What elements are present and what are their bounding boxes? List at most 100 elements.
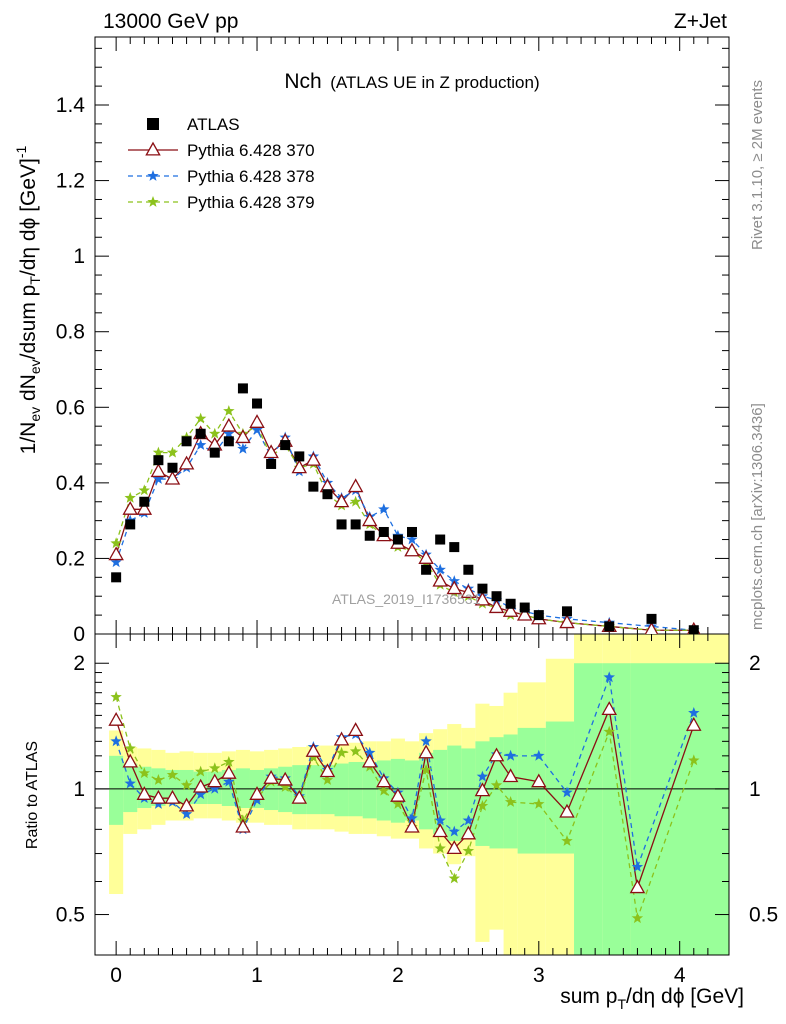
ratio-marker-pythia-378 [180,808,193,819]
main-marker-pythia-370 [150,463,167,478]
main-marker-atlas [491,591,502,602]
main-marker-pythia-378 [237,442,249,454]
ratio-marker-pythia-379 [533,798,545,809]
main-marker-atlas [237,383,248,394]
ratio-marker-pythia-378 [406,812,418,824]
ratio-marker-pythia-370 [376,773,392,788]
main-marker-pythia-370 [460,584,477,598]
ratio-marker-pythia-379 [349,745,362,757]
main-marker-atlas [195,428,206,439]
ratio-marker-pythia-370 [305,743,322,757]
ratio-marker-pythia-370 [347,722,364,737]
ratio-marker-pythia-370 [474,782,491,797]
main-y-tick-label: 0 [73,623,85,646]
main-marker-pythia-370 [488,599,505,614]
ratio-marker-pythia-370 [206,773,223,788]
analysis-watermark: ATLAS_2019_I1736531 [332,591,481,607]
main-marker-pythia-378 [195,439,207,450]
ratio-marker-pythia-379 [209,762,221,774]
ratio-marker-pythia-378 [223,775,235,787]
ratio-marker-pythia-370 [404,818,420,833]
x-tick-label: 3 [533,964,545,987]
legend: ATLAS Pythia 6.428 370 Pythia 6.428 378 Pyt… [128,115,315,212]
ratio-marker-pythia-379 [180,779,193,791]
ratio-marker-pythia-370 [249,786,265,800]
main-marker-atlas [519,602,530,613]
main-marker-pythia-370 [136,500,153,515]
main-marker-pythia-379 [166,446,179,458]
ratio-band-inner [362,761,377,819]
main-marker-pythia-370 [361,512,378,527]
ratio-band-inner [320,765,335,815]
ratio-marker-pythia-370 [686,716,702,731]
ratio-band-inner [109,755,124,825]
legend-marker-atlas [147,118,159,130]
ratio-line-pythia-379 [115,696,695,919]
main-marker-pythia-370 [474,591,491,606]
main-marker-atlas [153,455,164,466]
main-marker-pythia-370 [263,444,279,459]
ratio-marker-pythia-379 [138,767,150,779]
legend-marker-pythia-378 [147,170,159,181]
main-marker-pythia-379 [195,412,207,424]
main-marker-pythia-378 [434,563,446,575]
main-marker-atlas [139,496,150,507]
ratio-marker-pythia-379 [490,779,503,791]
ratio-y-tick-label-right: 0.5 [749,904,778,927]
main-marker-atlas [336,519,347,530]
main-marker-pythia-370 [221,417,237,432]
ratio-marker-pythia-378 [124,777,136,789]
legend-label: Pythia 6.428 378 [187,167,315,186]
main-marker-pythia-370 [291,459,308,474]
ratio-marker-pythia-379 [476,800,489,811]
main-marker-pythia-370 [418,550,434,564]
ratio-marker-pythia-379 [110,691,122,702]
ratio-marker-pythia-379 [448,872,460,884]
ratio-marker-pythia-379 [434,842,446,854]
ratio-y-tick-label-right: 1 [749,778,761,801]
main-marker-pythia-370 [446,580,463,595]
ratio-marker-pythia-379 [166,768,179,780]
ratio-marker-pythia-379 [392,798,404,809]
main-marker-pythia-370 [333,493,350,508]
ratio-marker-pythia-379 [603,725,615,737]
ratio-marker-pythia-370 [164,789,181,804]
ratio-marker-pythia-379 [631,912,644,924]
ratio-marker-pythia-370 [333,731,350,746]
main-marker-atlas [533,610,544,621]
ratio-band-inner [545,721,575,854]
ratio-marker-pythia-379 [378,784,390,796]
ratio-band-inner [235,768,250,808]
main-marker-pythia-378 [152,473,165,484]
ratio-marker-pythia-370 [235,818,251,833]
main-y-tick-label: 1.4 [56,94,86,117]
legend-marker-pythia-370 [145,141,161,156]
ratio-band-inner [404,760,420,821]
ratio-marker-pythia-379 [561,835,573,846]
ratio-marker-pythia-370 [531,773,547,788]
main-marker-pythia-370 [235,429,251,444]
main-marker-pythia-370 [249,414,265,428]
main-marker-atlas [294,451,305,462]
main-marker-atlas [449,542,460,553]
plot-title-main: Nch [284,70,321,93]
main-marker-atlas [350,519,361,530]
main-marker-pythia-379 [138,484,150,496]
x-axis-label: sum pT/dη dϕ [GeV] [560,985,744,1012]
ratio-marker-pythia-370 [432,823,448,838]
ratio-band-inner [221,769,236,806]
ratio-y-tick-label: 1 [73,778,85,801]
ratio-marker-pythia-370 [319,763,336,778]
header-energy: 13000 GeV pp [103,10,238,33]
main-marker-pythia-378 [378,503,390,515]
ratio-marker-pythia-370 [221,764,237,779]
ratio-marker-pythia-370 [418,744,434,759]
main-marker-atlas [111,572,122,583]
legend-label: Pythia 6.428 379 [187,193,315,212]
main-series-layer [108,383,701,634]
x-tick-label: 4 [674,964,686,987]
ratio-marker-pythia-370 [460,825,477,840]
x-tick-label: 2 [392,964,404,987]
ratio-band-inner [517,727,546,854]
ratio-marker-pythia-378 [603,671,615,683]
